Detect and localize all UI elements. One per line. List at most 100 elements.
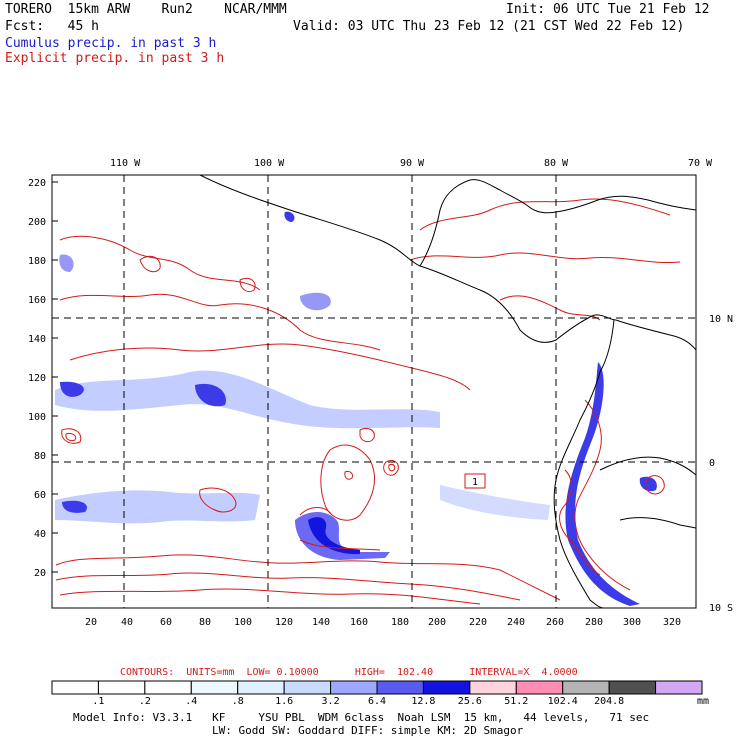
graticule — [52, 175, 696, 608]
explicit-contour — [409, 252, 681, 264]
x-tick-label: 260 — [546, 617, 564, 628]
cumulus-scattered-2 — [59, 254, 331, 311]
lon-label: 70 W — [688, 158, 713, 169]
x-tick-label: 120 — [275, 617, 293, 628]
coastline-central-america — [199, 175, 617, 343]
colorbar-swatch — [144, 680, 192, 695]
colorbar-label: 3.2 — [322, 696, 340, 707]
x-tick-label: 300 — [623, 617, 641, 628]
colorbar-label: .2 — [139, 696, 151, 707]
coastline-caribbean — [555, 195, 696, 213]
forecast-hour: Fcst: 45 h — [5, 19, 99, 34]
explicit-contour — [645, 475, 665, 495]
top-lon-labels: 110 W 100 W 90 W 80 W 70 W — [110, 158, 713, 169]
x-tick-label: 320 — [663, 617, 681, 628]
colorbar-swatch — [376, 680, 424, 695]
y-tick-label: 80 — [34, 451, 46, 462]
cumulus-band-south — [55, 490, 260, 524]
explicit-contour — [559, 469, 601, 576]
x-tick-label: 240 — [507, 617, 525, 628]
colorbar-swatch — [608, 680, 657, 695]
colorbar-unit: mm — [697, 696, 709, 707]
colorbar — [51, 680, 703, 695]
y-tick-label: 140 — [28, 334, 46, 345]
colorbar-swatch — [283, 680, 332, 695]
cumulus-band-north — [55, 370, 440, 429]
colorbar-swatch — [237, 680, 285, 695]
cumulus-swirl-core — [308, 517, 360, 555]
model-title: TORERO 15km ARW Run2 NCAR/MMM — [5, 2, 287, 17]
colorbar-label: 1.6 — [275, 696, 293, 707]
x-tick-label: 180 — [391, 617, 409, 628]
y-tick-label: 20 — [34, 568, 46, 579]
explicit-contour — [59, 588, 481, 605]
axis-ticks — [52, 181, 58, 573]
contour-units: UNITS=mm — [186, 667, 235, 678]
contour-low: LOW= 0.10000 — [246, 667, 319, 678]
colorbar-swatch — [190, 680, 239, 695]
lat-label: 10 S — [709, 603, 733, 614]
explicit-contour — [59, 235, 261, 291]
explicit-contour — [419, 198, 671, 231]
lon-label: 80 W — [544, 158, 569, 169]
colorbar-swatch — [562, 680, 610, 695]
y-tick-label: 200 — [28, 217, 46, 228]
x-tick-label: 160 — [350, 617, 368, 628]
map-frame — [51, 174, 697, 609]
explicit-contour — [320, 444, 375, 521]
init-time: Init: 06 UTC Tue 21 Feb 12 — [506, 2, 710, 17]
colorbar-swatch — [51, 680, 99, 695]
colorbar-label: 102.4 — [548, 696, 578, 707]
valid-time: Valid: 03 UTC Thu 23 Feb 12 (21 CST Wed … — [293, 19, 685, 34]
lat-label: 0 — [709, 458, 715, 469]
colorbar-swatch — [422, 680, 471, 695]
colorbar-label: 6.4 — [368, 696, 386, 707]
coastline — [199, 175, 696, 608]
explicit-contour — [55, 572, 521, 601]
coastline-yucatan — [419, 179, 557, 267]
explicit-contour — [359, 427, 375, 443]
cumulus-scattered-1 — [440, 485, 550, 520]
model-info-line1: Model Info: V3.3.1 KF YSU PBL WDM 6class… — [73, 711, 650, 724]
colorbar-swatch — [655, 680, 703, 695]
explicit-contours — [55, 198, 681, 605]
explicit-contour — [69, 343, 471, 391]
x-tick-label: 140 — [312, 617, 330, 628]
contour-info: CONTOURS: UNITS=mm LOW= 0.10000 HIGH= 10… — [120, 667, 578, 678]
explicit-contour — [61, 428, 82, 444]
colorbar-swatch — [515, 680, 564, 695]
lat-label: 10 N — [709, 314, 733, 325]
y-tick-label: 220 — [28, 178, 46, 189]
y-tick-label: 60 — [34, 490, 46, 501]
y-tick-label: 120 — [28, 373, 46, 384]
lon-label: 90 W — [400, 158, 425, 169]
precip-layer — [55, 175, 696, 608]
colorbar-label: .8 — [232, 696, 244, 707]
y-tick-label: 100 — [28, 412, 46, 423]
left-y-ticks: 220 200 180 160 140 120 100 80 60 40 20 — [28, 178, 46, 579]
x-tick-label: 60 — [160, 617, 172, 628]
explicit-contour — [574, 399, 631, 591]
contour-interval: INTERVAL=X 4.0000 — [469, 667, 578, 678]
x-tick-label: 20 — [85, 617, 97, 628]
contour-title: CONTOURS: — [120, 667, 175, 678]
max-marker-box — [464, 473, 486, 489]
x-tick-label: 100 — [234, 617, 252, 628]
cumulus-legend: Cumulus precip. in past 3 h — [5, 36, 217, 51]
contour-high: HIGH= 102.40 — [354, 667, 434, 678]
lon-label: 100 W — [254, 158, 285, 169]
colorbar-label: 25.6 — [458, 696, 482, 707]
cumulus-core-north — [60, 381, 226, 407]
coastline-inland — [599, 456, 696, 529]
y-tick-label: 180 — [28, 256, 46, 267]
colorbar-swatch — [97, 680, 146, 695]
x-tick-label: 220 — [469, 617, 487, 628]
explicit-contour — [139, 255, 256, 293]
explicit-contour — [55, 554, 561, 601]
x-tick-label: 200 — [428, 617, 446, 628]
bottom-x-ticks: 20 40 60 80 100 120 140 160 180 200 220 … — [85, 617, 681, 628]
colorbar-label: .4 — [185, 696, 197, 707]
x-tick-label: 40 — [121, 617, 133, 628]
x-tick-label: 80 — [199, 617, 211, 628]
colorbar-label: .1 — [92, 696, 104, 707]
